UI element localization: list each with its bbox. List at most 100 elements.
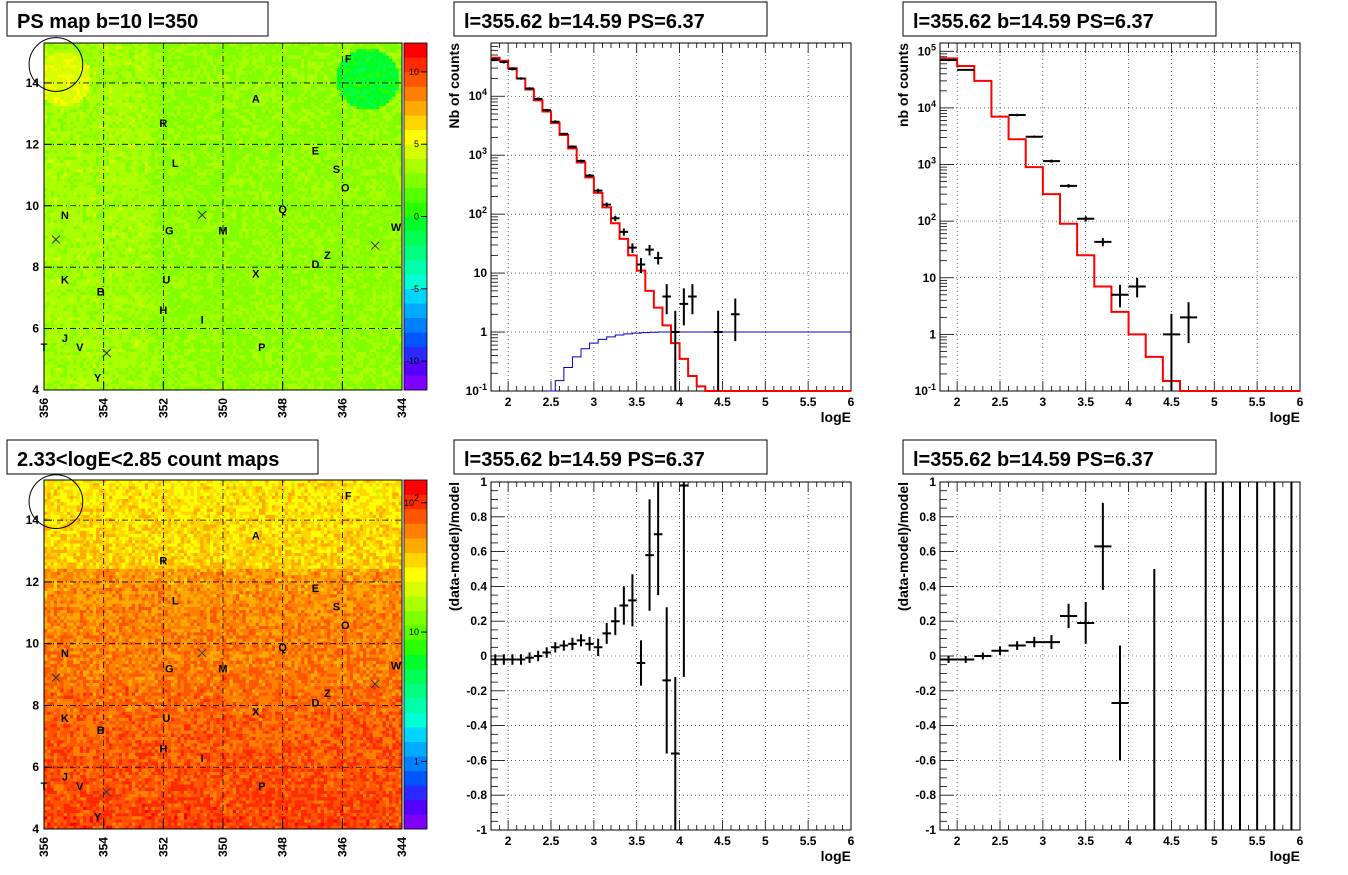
map-pixel: [122, 172, 126, 176]
map-pixel: [96, 131, 100, 135]
map-pixel: [83, 106, 87, 110]
map-pixel: [50, 150, 55, 154]
map-pixel: [66, 317, 71, 321]
map-pixel: [47, 52, 51, 56]
map-pixel: [170, 216, 175, 220]
map-pixel: [44, 232, 48, 236]
map-pixel: [76, 326, 81, 331]
map-pixel: [99, 115, 103, 119]
map-pixel: [105, 273, 110, 277]
map-pixel: [177, 84, 181, 88]
map-pixel: [92, 295, 97, 299]
map-pixel: [96, 112, 100, 116]
map-pixel: [76, 166, 81, 170]
map-pixel: [57, 330, 61, 334]
map-pixel: [131, 339, 136, 343]
map-pixel: [50, 311, 55, 315]
map-pixel: [131, 58, 136, 63]
map-pixel: [151, 96, 155, 101]
map-pixel: [89, 282, 94, 287]
map-pixel: [89, 169, 94, 173]
map-pixel: [79, 131, 84, 135]
map-pixel: [157, 200, 162, 205]
map-pixel: [177, 311, 181, 315]
map-pixel: [53, 311, 58, 315]
map-pixel: [138, 339, 142, 343]
map-pixel: [128, 61, 133, 66]
map-pixel: [50, 361, 55, 366]
map-pixel: [180, 137, 185, 142]
map-pixel: [66, 314, 71, 318]
map-pixel: [148, 58, 152, 63]
map-pixel: [83, 134, 87, 138]
map-pixel: [177, 43, 181, 47]
map-pixel: [47, 289, 51, 293]
map-pixel: [109, 125, 113, 129]
map-pixel: [70, 99, 74, 104]
map-pixel: [190, 46, 194, 50]
map-pixel: [177, 282, 181, 287]
map-pixel: [89, 118, 94, 123]
map-pixel: [128, 371, 133, 375]
map-pixel: [128, 147, 133, 151]
map-pixel: [89, 147, 94, 151]
map-pixel: [76, 106, 81, 110]
map-pixel: [57, 112, 61, 116]
map-pixel: [83, 358, 87, 362]
map-pixel: [57, 301, 61, 306]
map-pixel: [73, 367, 77, 372]
map-pixel: [76, 279, 81, 284]
map-pixel: [89, 159, 94, 164]
map-pixel: [63, 207, 68, 211]
map-pixel: [96, 150, 100, 154]
map-pixel: [50, 263, 55, 268]
map-pixel: [157, 317, 162, 321]
map-pixel: [118, 140, 123, 145]
map-pixel: [118, 282, 123, 287]
map-pixel: [125, 276, 129, 280]
map-pixel: [53, 295, 58, 299]
map-pixel: [125, 112, 129, 116]
map-pixel: [112, 371, 116, 375]
map-pixel: [86, 71, 90, 75]
map-pixel: [122, 248, 126, 252]
map-pixel: [105, 131, 110, 135]
map-pixel: [102, 273, 107, 277]
map-pixel: [99, 178, 103, 183]
map-pixel: [63, 222, 68, 227]
map-pixel: [151, 84, 155, 88]
map-pixel: [177, 61, 181, 66]
map-pixel: [180, 49, 185, 53]
map-pixel: [174, 339, 178, 343]
map-pixel: [115, 71, 120, 75]
map-pixel: [131, 87, 136, 91]
map-pixel: [57, 298, 61, 302]
map-pixel: [50, 292, 55, 296]
map-pixel: [92, 380, 97, 384]
map-pixel: [164, 229, 168, 233]
map-pixel: [138, 276, 142, 280]
map-pixel: [157, 61, 162, 66]
map-pixel: [157, 213, 162, 217]
map-pixel: [99, 371, 103, 375]
map-pixel: [105, 96, 110, 101]
map-pixel: [128, 112, 133, 116]
map-pixel: [128, 355, 133, 359]
map-pixel: [86, 292, 90, 296]
map-pixel: [70, 169, 74, 173]
map-pixel: [144, 282, 149, 287]
map-pixel: [131, 320, 136, 325]
map-pixel: [151, 342, 155, 347]
map-pixel: [89, 102, 94, 107]
map-pixel: [47, 49, 51, 53]
map-pixel: [118, 292, 123, 296]
map-pixel: [53, 298, 58, 302]
map-pixel: [164, 289, 168, 293]
map-pixel: [109, 219, 113, 224]
map-pixel: [174, 386, 178, 391]
map-pixel: [144, 219, 149, 224]
map-pixel: [118, 229, 123, 233]
map-pixel: [102, 282, 107, 287]
map-pixel: [170, 90, 175, 94]
map-pixel: [76, 295, 81, 299]
